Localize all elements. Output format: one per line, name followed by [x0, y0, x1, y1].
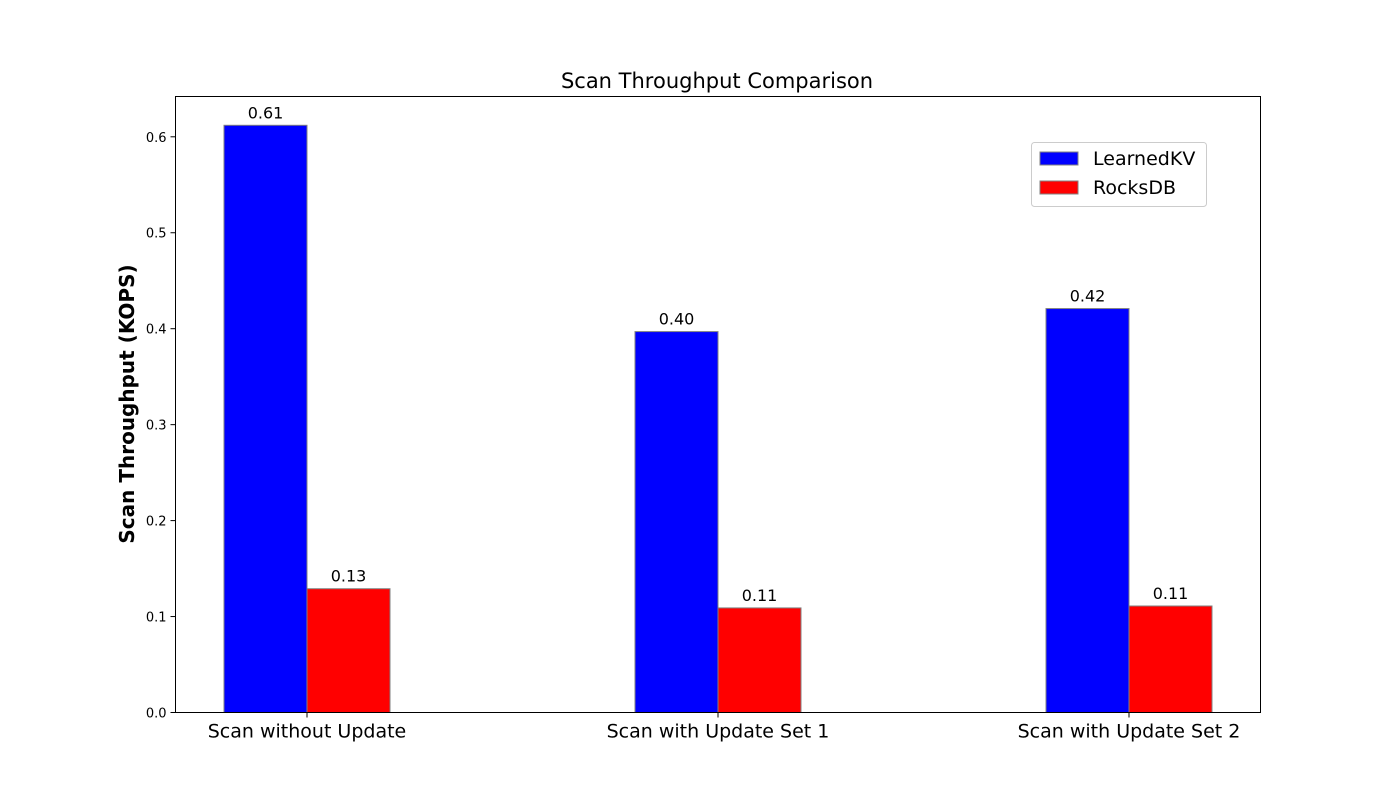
- legend-label-rocksdb: RocksDB: [1093, 177, 1176, 199]
- legend-label-learnedkv: LearnedKV: [1093, 148, 1195, 170]
- x-tick-label: Scan with Update Set 2: [1018, 721, 1241, 743]
- data-label-rocksdb-3: 0.11: [1153, 584, 1189, 603]
- data-label-learnedkv-3: 0.42: [1070, 287, 1106, 306]
- bar-rocksdb-3: [1128, 605, 1213, 713]
- y-tick-label: 0.1: [146, 611, 167, 626]
- bar-rocksdb-2: [717, 607, 802, 713]
- bars-layer: [223, 124, 1213, 714]
- y-tick-label: 0.0: [146, 707, 167, 722]
- y-tick-label: 0.5: [146, 227, 167, 242]
- data-label-learnedkv-1: 0.61: [248, 103, 284, 122]
- data-label-rocksdb-2: 0.11: [742, 586, 778, 605]
- chart-title: Scan Throughput Comparison: [561, 69, 873, 93]
- legend: LearnedKV RocksDB: [1031, 142, 1207, 207]
- legend-swatch-rocksdb: [1039, 180, 1079, 195]
- y-axis: 0.0 0.1 0.2 0.3 0.4 0.5 0.6: [146, 131, 176, 722]
- y-tick-label: 0.2: [146, 515, 167, 530]
- y-tick-label: 0.4: [146, 323, 167, 338]
- bar-learnedkv-1: [223, 124, 308, 714]
- data-labels: 0.61 0.40 0.42 0.13 0.11 0.11: [248, 103, 1189, 605]
- bar-learnedkv-3: [1045, 308, 1130, 713]
- x-tick-label: Scan with Update Set 1: [607, 721, 830, 743]
- y-axis-label: Scan Throughput (KOPS): [115, 264, 139, 543]
- bar-learnedkv-2: [634, 331, 719, 713]
- data-label-learnedkv-2: 0.40: [659, 310, 695, 329]
- x-tick-label: Scan without Update: [208, 721, 407, 743]
- x-axis: Scan without Update Scan with Update Set …: [208, 712, 1241, 743]
- y-tick-label: 0.3: [146, 419, 167, 434]
- data-label-rocksdb-1: 0.13: [331, 567, 367, 586]
- bar-rocksdb-1: [306, 588, 391, 714]
- y-tick-label: 0.6: [146, 131, 167, 146]
- legend-swatch-learnedkv: [1039, 151, 1079, 166]
